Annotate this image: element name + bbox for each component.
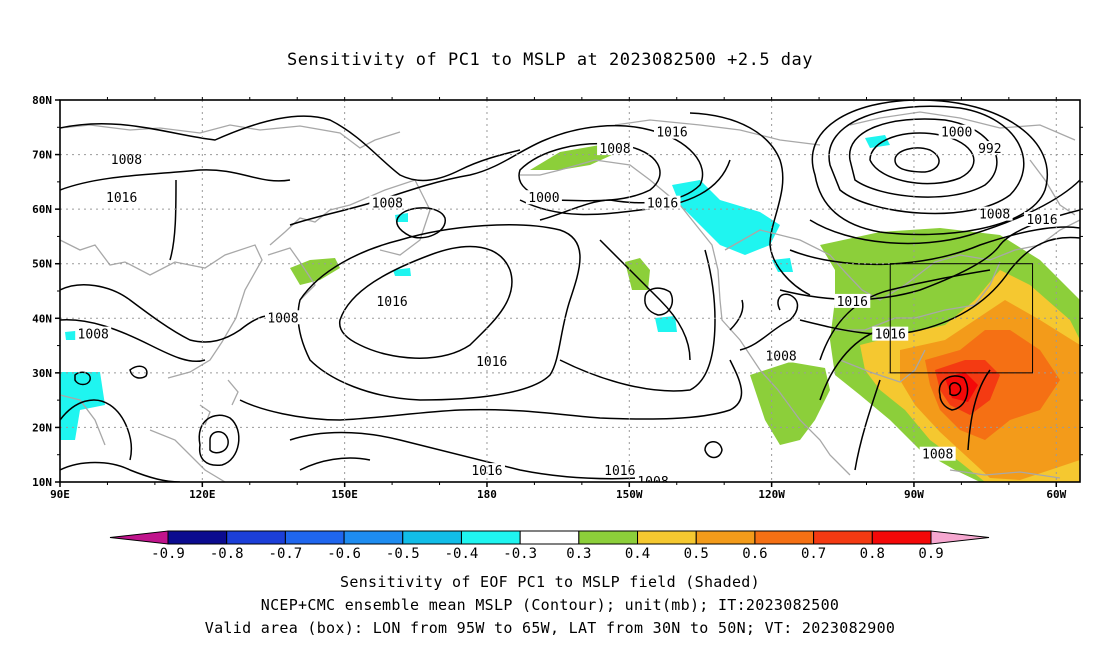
contour-label: 1016: [1026, 213, 1057, 228]
colorbar-swatch: [402, 530, 462, 545]
contour-label-bg: [75, 326, 112, 341]
caption-line-2: NCEP+CMC ensemble mean MSLP (Contour); u…: [260, 596, 840, 614]
lon-tick-label: 150E: [331, 488, 358, 501]
contour-label-bg: [597, 141, 634, 156]
colorbar-swatch: [519, 530, 580, 545]
lat-tick-label: 10N: [32, 476, 52, 489]
lon-tick-label: 120E: [189, 488, 216, 501]
contour-label: 1016: [376, 295, 407, 310]
colorbar-label: -0.4: [445, 546, 479, 562]
contour-label-bg: [473, 353, 510, 368]
colorbar-label: -0.9: [151, 546, 185, 562]
contour-label: 1016: [837, 295, 868, 310]
colorbar-label: 0.8: [860, 546, 885, 562]
contour-label-bg: [525, 190, 562, 205]
colorbar-swatch: [226, 530, 286, 545]
contour-label: 992: [978, 142, 1001, 157]
colorbar-swatch: [343, 530, 404, 545]
colorbar-label: 0.4: [625, 546, 650, 562]
contour-label-bg: [644, 195, 681, 210]
contour-label: 1000: [941, 126, 972, 141]
contour-label-bg: [264, 310, 301, 325]
colorbar: -0.9 -0.8 -0.7 -0.6 -0.5 -0.4 -0.3 0.3 0.4 0.5 0.6…: [109, 530, 990, 562]
contour-label-bg: [1024, 212, 1061, 227]
lat-tick-label: 80N: [32, 94, 52, 107]
contour-label-bg: [374, 293, 411, 308]
colorbar-label: 0.5: [684, 546, 709, 562]
lon-tick-label: 60W: [1046, 488, 1066, 501]
lat-tick-label: 70N: [32, 149, 52, 162]
contour-label-bg: [938, 124, 975, 139]
contour-label: 1008: [599, 142, 630, 157]
colorbar-swatch: [754, 530, 815, 545]
contour-label: 1016: [647, 197, 678, 212]
contour-label-bg: [369, 195, 406, 210]
lat-tick-label: 40N: [32, 312, 52, 325]
colorbar-label: -0.3: [503, 546, 537, 562]
lat-tick-label: 50N: [32, 258, 52, 271]
contour-label: 1008: [765, 349, 796, 364]
shaded-sensitivity: [60, 135, 1080, 482]
colorbar-label: 0.7: [801, 546, 826, 562]
colorbar-swatch: [167, 530, 228, 545]
contour-label: 1016: [476, 355, 507, 370]
colorbar-swatch: [284, 530, 345, 545]
lon-tick-label: 180: [477, 488, 497, 501]
contour-label: 1016: [471, 464, 502, 479]
plot-title: Sensitivity of PC1 to MSLP at 2023082500…: [286, 50, 813, 70]
lon-tick-label: 120W: [758, 488, 785, 501]
contour-label: 1008: [111, 153, 142, 168]
contour-label-bg: [654, 124, 690, 139]
colorbar-label: -0.5: [386, 546, 420, 562]
contour-label: 1008: [922, 448, 953, 463]
contour-label-bg: [635, 474, 672, 482]
colorbar-label: -0.7: [269, 546, 303, 562]
lon-tick-label: 90W: [904, 488, 924, 501]
contour-label-bg: [975, 141, 1004, 156]
colorbar-swatch: [460, 530, 521, 545]
contour-label: 1008: [78, 328, 109, 343]
gridlines: [60, 100, 1080, 482]
colorbar-label: 0.6: [742, 546, 767, 562]
contour-label: 1008: [372, 197, 403, 212]
contour-label: 1016: [604, 464, 635, 479]
contour-label: 1016: [656, 126, 687, 141]
lat-tick-label: 60N: [32, 203, 52, 216]
colorbar-low-triangle: [109, 530, 169, 545]
contour-label-bg: [919, 446, 956, 461]
caption-line-1: Sensitivity of EOF PC1 to MSLP field (Sh…: [340, 573, 760, 591]
colorbar-swatch: [813, 530, 873, 545]
contour-label-bg: [103, 190, 140, 205]
valid-area-box: [889, 263, 1034, 374]
contour-label-bg: [976, 206, 1013, 221]
colorbar-swatch: [871, 530, 932, 545]
colorbar-label: -0.6: [327, 546, 361, 562]
colorbar-label: -0.8: [210, 546, 244, 562]
contour-label: 1016: [106, 191, 137, 206]
lon-tick-label: 150W: [616, 488, 643, 501]
lat-tick-label: 30N: [32, 367, 52, 380]
colorbar-swatch: [637, 530, 697, 545]
contour-label: 1000: [528, 191, 559, 206]
lon-tick-label: 90E: [50, 488, 70, 501]
contour-label-bg: [468, 463, 505, 478]
colorbar-label: 0.3: [566, 546, 591, 562]
lat-tick-label: 20N: [32, 421, 52, 434]
colorbar-high-triangle: [930, 530, 990, 545]
contour-label: 1008: [637, 475, 668, 490]
contour-label-bg: [108, 152, 145, 167]
caption-line-3: Valid area (box): LON from 95W to 65W, L…: [204, 619, 896, 637]
contour-label-bg: [834, 293, 871, 308]
contour-label: 1008: [979, 208, 1010, 223]
colorbar-swatch: [695, 530, 756, 545]
colorbar-swatch: [578, 530, 639, 545]
colorbar-label: 0.9: [918, 546, 943, 562]
